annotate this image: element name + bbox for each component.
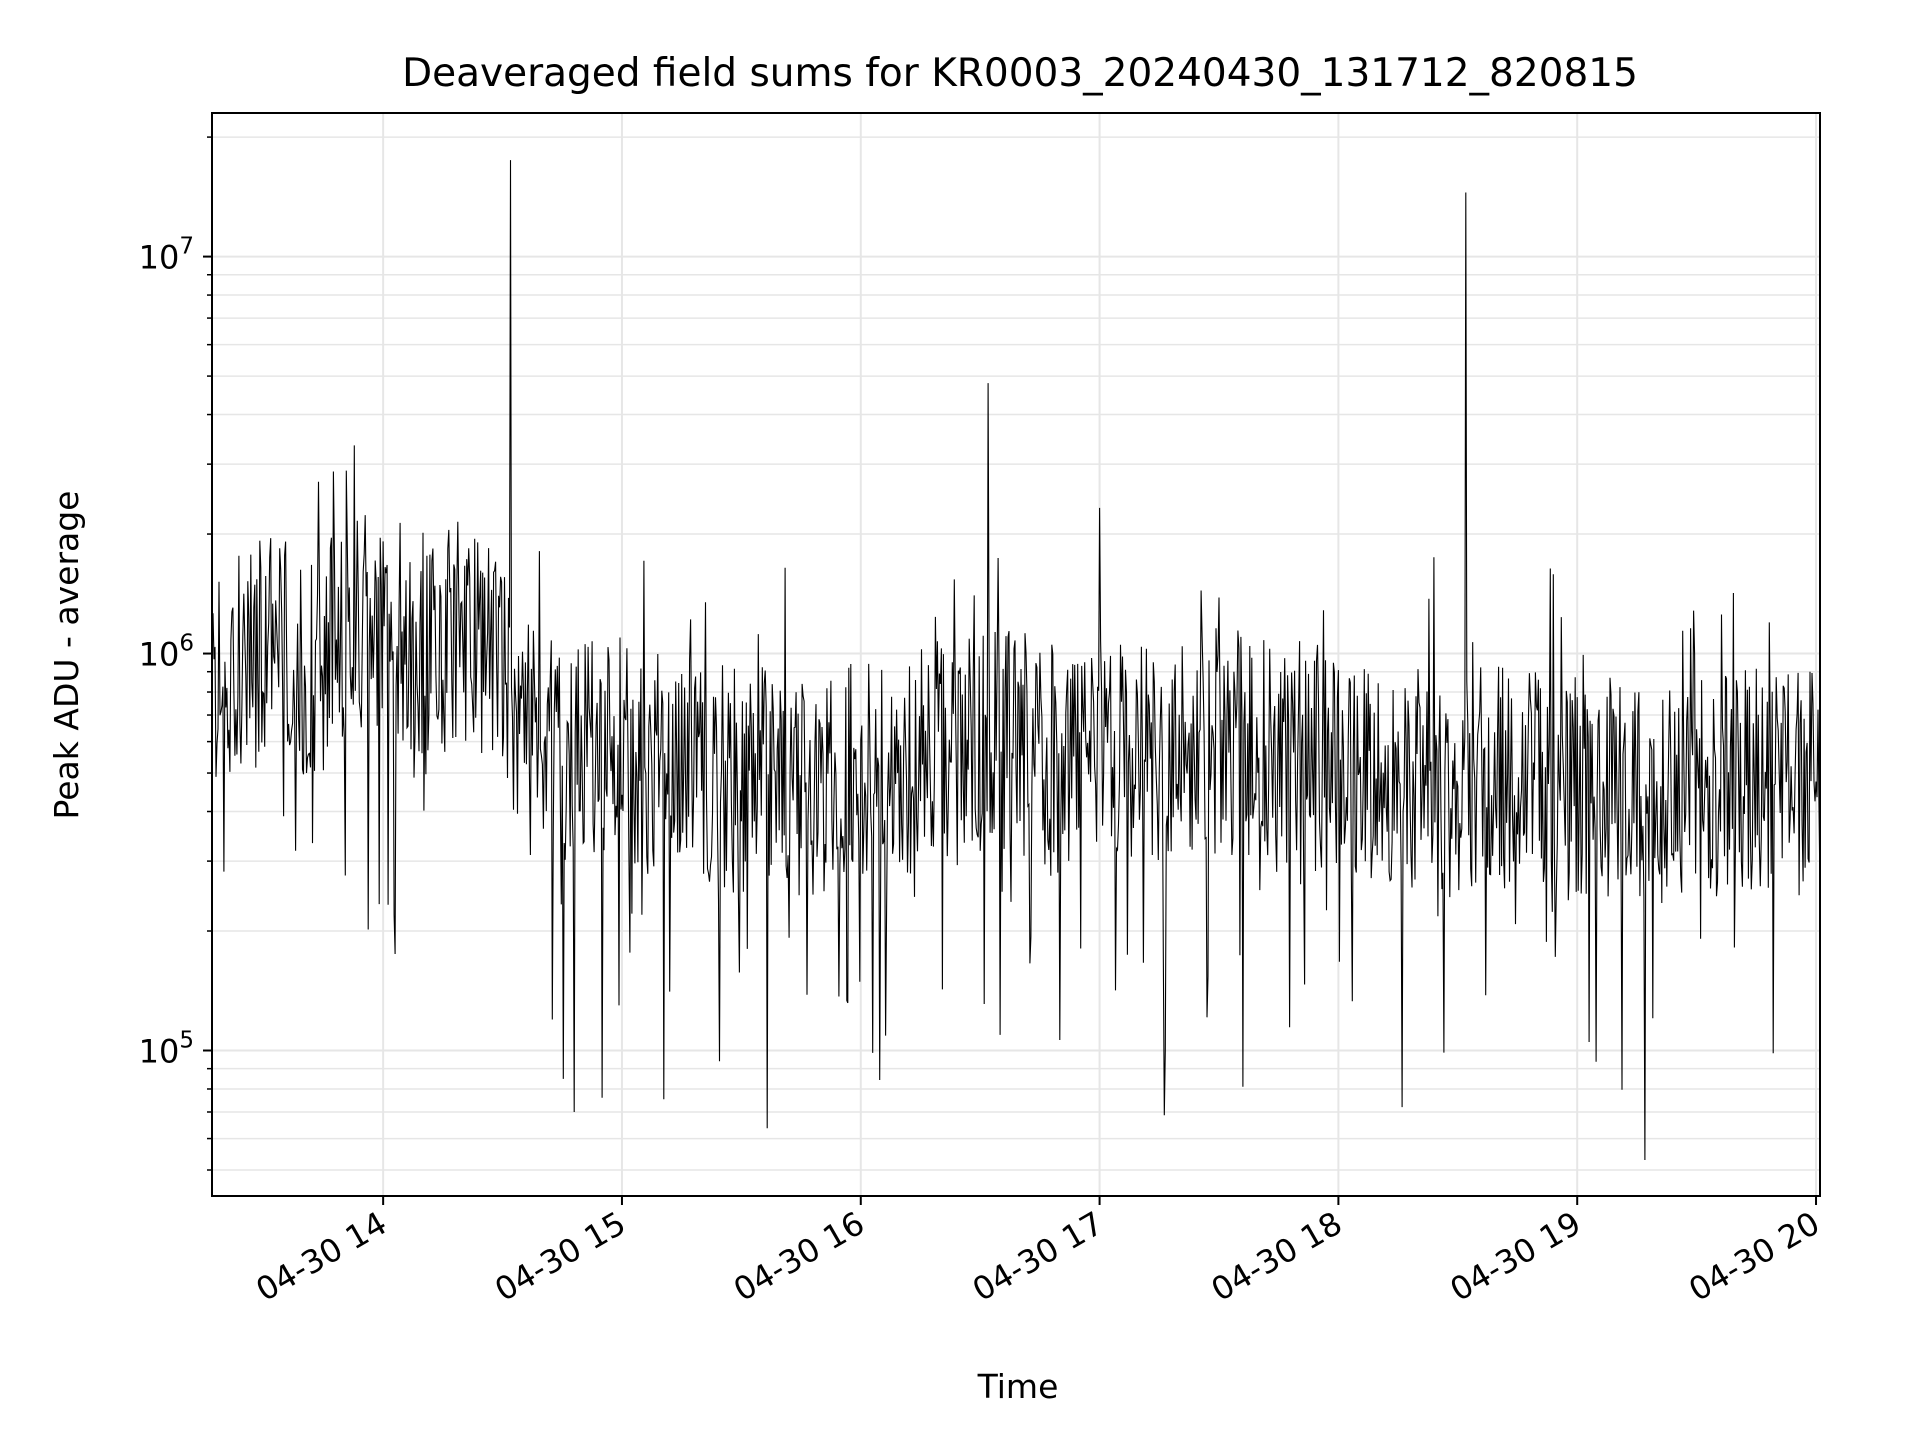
y-axis-label: Peak ADU - average [47, 491, 86, 820]
x-axis-label: Time [977, 1367, 1059, 1406]
y-tick-label: 105 [139, 1028, 194, 1071]
y-tick-label: 107 [139, 234, 194, 277]
y-tick-base: 10 [139, 239, 180, 277]
y-tick-base: 10 [139, 636, 180, 674]
y-tick-exponent: 6 [179, 631, 194, 657]
y-tick-base: 10 [139, 1033, 180, 1071]
data-series [212, 160, 1820, 1161]
series-line [212, 160, 1820, 1161]
chart-title: Deaveraged field sums for KR0003_2024043… [402, 51, 1638, 96]
grid-lines [212, 113, 1820, 1196]
y-tick-exponent: 7 [179, 234, 194, 260]
y-tick-exponent: 5 [179, 1028, 194, 1054]
y-tick-label: 106 [139, 631, 194, 674]
